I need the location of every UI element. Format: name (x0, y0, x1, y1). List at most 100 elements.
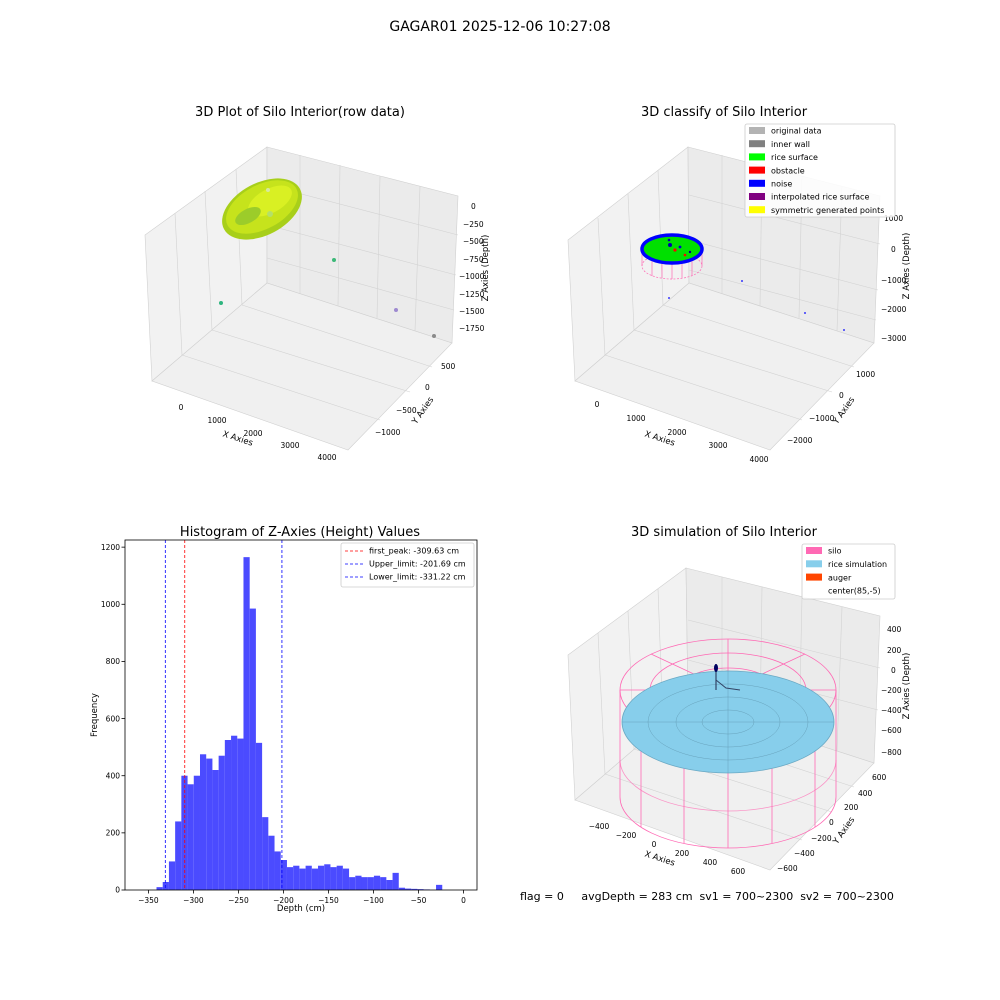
raw-z-ticks: 0 −250 −500 −750 −1000 −1250 −1500 −1750 (459, 202, 485, 333)
histogram-bar (237, 738, 244, 890)
y-tick-label: 600 (872, 773, 887, 782)
x-tick-label: 200 (675, 849, 690, 858)
y-tick-label: −1000 (375, 428, 401, 437)
figure-suptitle: GAGAR01 2025-12-06 10:27:08 (389, 19, 610, 35)
histogram-bar (417, 889, 424, 890)
z-tick-label: −600 (881, 726, 902, 735)
x-tick-label: 2000 (667, 428, 686, 437)
y-tick-label: 0 (425, 383, 430, 392)
y-tick-label: 0 (829, 818, 834, 827)
classify-y-axis-label: Y Axies (831, 395, 858, 427)
histogram-bar (175, 821, 182, 890)
pane-floor (151, 282, 453, 451)
classify-noise-ring (640, 233, 704, 265)
histogram-bar (398, 887, 405, 890)
histogram-bar (187, 784, 194, 890)
z-tick-label: −750 (463, 255, 484, 264)
x-tick-label: 0 (461, 896, 466, 905)
classify-legend: original data inner wall rice surface obsta… (744, 123, 896, 218)
legend-label: Lower_limit: -331.22 cm (369, 573, 466, 582)
x-tick-label: 3000 (708, 441, 727, 450)
histogram-bar (324, 864, 331, 890)
panel-raw-3d: 3D Plot of Silo Interior(row data) 0 100… (144, 105, 491, 462)
silo-wireframe-front (619, 759, 837, 849)
x-tick-label: 0 (595, 400, 600, 409)
simulation-x-axis-label: X Axies (643, 849, 676, 868)
histogram-bar (231, 735, 238, 890)
z-tick-label: −500 (463, 237, 484, 246)
legend-swatch (749, 127, 765, 134)
classify-y-ticks: 1000 0 −1000 −2000 (787, 370, 875, 445)
legend-label: first_peak: -309.63 cm (369, 547, 459, 556)
z-tick-label: −3000 (881, 334, 907, 343)
y-tick-label: −2000 (787, 436, 813, 445)
raw-outlier-points (219, 258, 436, 338)
legend-frame (744, 123, 896, 218)
legend-swatch (749, 140, 765, 148)
y-tick-label: 800 (106, 657, 121, 666)
pane-floor (574, 282, 875, 451)
histogram-bar (404, 888, 412, 890)
histogram-x-ticks: −350 −300 −250 −200 −150 −100 −50 0 (138, 890, 466, 905)
legend-swatch (749, 193, 765, 200)
histogram-bar (206, 758, 213, 890)
z-tick-label: −400 (881, 706, 902, 715)
rice-surface-mesh (622, 671, 834, 773)
pane-grid (597, 155, 881, 421)
legend-label: symmetric generated points (771, 206, 884, 215)
histogram-reference-lines (164, 540, 283, 890)
histogram-bar (218, 755, 225, 890)
z-tick-label: −1000 (881, 276, 907, 285)
z-tick-label: −1000 (459, 272, 485, 281)
legend-swatch (749, 166, 765, 174)
y-tick-label: −600 (777, 864, 798, 873)
z-tick-label: −250 (463, 220, 484, 229)
histogram-y-ticks: 0 200 400 600 800 1000 1200 (101, 543, 125, 895)
legend-swatch (806, 586, 822, 594)
histogram-bar (286, 867, 294, 890)
histogram-bar (293, 865, 300, 890)
legend-label: rice simulation (828, 560, 887, 569)
legend-frame (801, 543, 896, 600)
outlier-point (332, 258, 336, 262)
legend-label: noise (771, 180, 792, 189)
histogram-bar (342, 868, 350, 890)
histogram-bar (355, 875, 362, 890)
y-tick-label: 600 (106, 714, 121, 723)
x-tick-label: 3000 (280, 441, 299, 450)
simulation-legend: silo rice simulation auger center(85,-5) (801, 543, 896, 600)
classify-z-ticks: 1000 0 −1000 −2000 −3000 (881, 214, 907, 343)
legend-label: center(85,-5) (828, 587, 881, 596)
panel-classify-title: 3D classify of Silo Interior (641, 105, 808, 120)
histogram-bar (311, 868, 319, 890)
legend-swatch (806, 547, 822, 554)
legend-swatch (749, 206, 765, 214)
classify-x-ticks: 0 1000 2000 3000 4000 (595, 400, 769, 464)
y-tick-label: −1000 (809, 414, 835, 423)
histogram-bar (280, 860, 287, 890)
histogram-bar (274, 851, 281, 890)
panel-histogram: Histogram of Z-Axies (Height) Values −35… (90, 525, 478, 914)
histogram-bar (386, 880, 393, 890)
outlier-point (219, 301, 223, 305)
raw-x-ticks: 0 1000 2000 3000 4000 (179, 403, 337, 462)
histogram-x-axis-label: Depth (cm) (277, 904, 325, 914)
y-tick-label: −200 (811, 834, 832, 843)
histogram-bar (156, 887, 163, 890)
x-tick-label: 2000 (243, 429, 262, 438)
x-tick-label: −300 (183, 896, 204, 905)
simulation-y-axis-label: Y Axies (831, 815, 858, 847)
legend-swatch (806, 560, 822, 568)
histogram-bar (299, 868, 306, 890)
histogram-legend: first_peak: -309.63 cm Upper_limit: -201.… (340, 542, 475, 588)
z-tick-label: −200 (881, 686, 902, 695)
y-tick-label: 0 (839, 391, 844, 400)
x-tick-label: −50 (411, 896, 427, 905)
raw-z-axis-label: Z Axies (Depth) (481, 235, 491, 302)
legend-label: auger (828, 573, 852, 582)
histogram-bar (193, 775, 200, 890)
z-tick-label: −2000 (881, 305, 907, 314)
legend-frame (340, 542, 475, 588)
legend-swatch (749, 153, 765, 161)
